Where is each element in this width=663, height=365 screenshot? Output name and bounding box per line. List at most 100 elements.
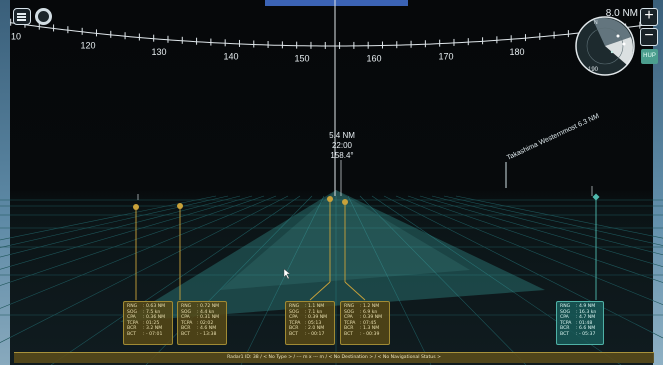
tag-key: BCR: [560, 326, 570, 331]
tag-key: SOG: [127, 309, 138, 315]
target-info-tag[interactable]: RNG : 0.63 NM SOG : 7.5 kn CPA : 0.36 NM TCPA:…: [123, 301, 173, 345]
tag-row-rng: RNG: 0.72 NM: [181, 304, 223, 310]
tag-key: SOG: [181, 309, 192, 315]
tag-key: CPA: [344, 315, 353, 320]
target-info-tag[interactable]: RNG : 4.9 NM SOG : 16.3 kn CPA : 4.7 NM TCPA : …: [556, 301, 604, 345]
tag-key: TCPA: [127, 320, 139, 326]
tag-key: CPA: [560, 315, 569, 320]
tag-value: : 4.4 kn: [197, 309, 215, 315]
target-info-tag[interactable]: RNG: 0.72 NM SOG : 4.4 kn CPA : 0.31 NM TCPA:…: [177, 301, 227, 345]
cursor-bearing: 158.4°: [330, 151, 353, 160]
mouse-pointer-icon: [283, 268, 291, 280]
tag-row-bct: BCT: - 00:17: [289, 332, 331, 338]
tag-row-cpa: CPA : 0.31 NM: [181, 315, 223, 321]
tag-key: BCT: [127, 331, 137, 337]
compass-tick-label: 140: [223, 52, 238, 62]
target-marker[interactable]: [177, 203, 183, 209]
minimap-heading: 190: [588, 67, 599, 73]
tag-key: BCR: [127, 326, 137, 331]
tag-row-bcr: BCR: 1.3 NM: [344, 326, 386, 332]
tag-key: BCT: [289, 331, 299, 337]
compass-scale: 10120130140150160170180190: [9, 18, 659, 64]
tag-key: BCR: [289, 326, 299, 331]
target-info-tag[interactable]: RNG: 1.1 NM SOG: 7.1 kn CPA: 0.39 NM TCPA: …: [285, 301, 335, 345]
tag-value: : 01:25: [143, 320, 160, 326]
tag-row-bcr: BCR : 6.6 NM: [560, 326, 600, 332]
tag-value: : 0.39 NM: [305, 315, 328, 320]
tag-row-sog: SOG: 6.9 kn: [344, 310, 386, 316]
tag-value: : 1.1 NM: [305, 304, 325, 309]
tag-row-rng: RNG : 0.63 NM: [127, 304, 169, 310]
zoom-out-button[interactable]: −: [640, 28, 658, 46]
tag-key: TCPA: [560, 320, 572, 326]
tag-value: : 0.72 NM: [197, 304, 220, 309]
target-marker[interactable]: [592, 193, 600, 201]
tag-row-rng: RNG : 4.9 NM: [560, 304, 600, 310]
landmark-label: Takashima Westernmost 6.3 NM: [506, 113, 601, 162]
tag-row-cpa: CPA : 0.39 NM: [344, 315, 386, 321]
radar-sector: [120, 190, 545, 322]
tag-row-bct: BCT : - 07:01: [127, 332, 169, 338]
cursor-time: 22:00: [332, 141, 353, 150]
tag-value: : 4.7 NM: [576, 315, 596, 320]
tag-value: : - 13:38: [197, 331, 217, 337]
tag-value: : 01:48: [576, 320, 593, 326]
tag-value: : 7.5 kn: [143, 309, 161, 315]
tag-key: TCPA: [181, 320, 193, 326]
tag-row-tcpa: TCPA : 01:25: [127, 321, 169, 327]
tag-row-bcr: BCR : 2.0 NM: [289, 326, 331, 332]
range-label: 8.0 NM: [605, 8, 638, 19]
menu-line-icon: [17, 16, 26, 18]
minimap[interactable]: N 190: [575, 16, 635, 76]
tag-value: : 02:02: [197, 320, 214, 326]
leader-line: [309, 281, 331, 301]
compass-tick-label: 180: [509, 47, 524, 57]
minimap-north: N: [594, 20, 598, 26]
target-mode-button[interactable]: [35, 8, 52, 25]
tag-value: : 2.0 NM: [305, 326, 325, 331]
zoom-in-button[interactable]: +: [640, 8, 658, 26]
tag-value: : 1.3 NM: [360, 326, 380, 331]
compass-tick-label: 130: [151, 47, 166, 57]
tag-row-rng: RNG: 1.2 NM: [344, 304, 386, 310]
tag-key: RNG: [127, 304, 138, 309]
menu-line-icon: [17, 19, 26, 21]
tag-value: : - 07:01: [143, 331, 163, 337]
tag-row-tcpa: TCPA: 05:13: [289, 321, 331, 327]
tag-value: : 0.63 NM: [143, 304, 166, 309]
tag-row-cpa: CPA : 0.36 NM: [127, 315, 169, 321]
sea-grid: [0, 195, 663, 365]
target-marker[interactable]: [327, 196, 333, 202]
target-info-tag[interactable]: RNG: 1.2 NM SOG: 6.9 kn CPA: 0.39 NM TCPA: …: [340, 301, 390, 345]
tag-row-sog: SOG : 16.3 kn: [560, 310, 600, 316]
compass-tick-label: 160: [366, 54, 381, 64]
tag-value: : 4.9 NM: [576, 304, 596, 309]
tag-row-bct: BCT: - 05:37: [560, 332, 600, 338]
tag-value: : 7.1 kn: [305, 309, 323, 315]
tag-value: : 0.31 NM: [197, 315, 220, 320]
tag-key: CPA: [127, 315, 136, 320]
tag-key: RNG: [560, 304, 571, 309]
tag-row-rng: RNG: 1.1 NM: [289, 304, 331, 310]
tag-key: SOG: [560, 309, 571, 315]
target-marker[interactable]: [342, 199, 348, 205]
tag-value: : 16.3 kn: [576, 309, 597, 315]
tag-value: : 0.39 NM: [360, 315, 383, 320]
tag-row-bcr: BCR: 4.6 NM: [181, 326, 223, 332]
tag-value: : 6.6 NM: [576, 326, 596, 331]
tag-key: BCT: [181, 331, 191, 337]
tag-key: CPA: [181, 315, 190, 320]
tag-value: : 07:45: [360, 320, 377, 326]
view-mode-badge[interactable]: HUP: [641, 49, 658, 64]
menu-button[interactable]: [13, 8, 31, 25]
compass-tick-label: 120: [80, 40, 95, 50]
target-marker[interactable]: [133, 204, 139, 210]
leader-line: [344, 281, 366, 301]
tag-value: : 0.36 NM: [143, 315, 166, 320]
tag-key: BCT: [344, 331, 354, 337]
tag-row-cpa: CPA : 4.7 NM: [560, 315, 600, 321]
target-leaders: [133, 186, 600, 301]
compass-tick-label: 170: [438, 51, 453, 61]
